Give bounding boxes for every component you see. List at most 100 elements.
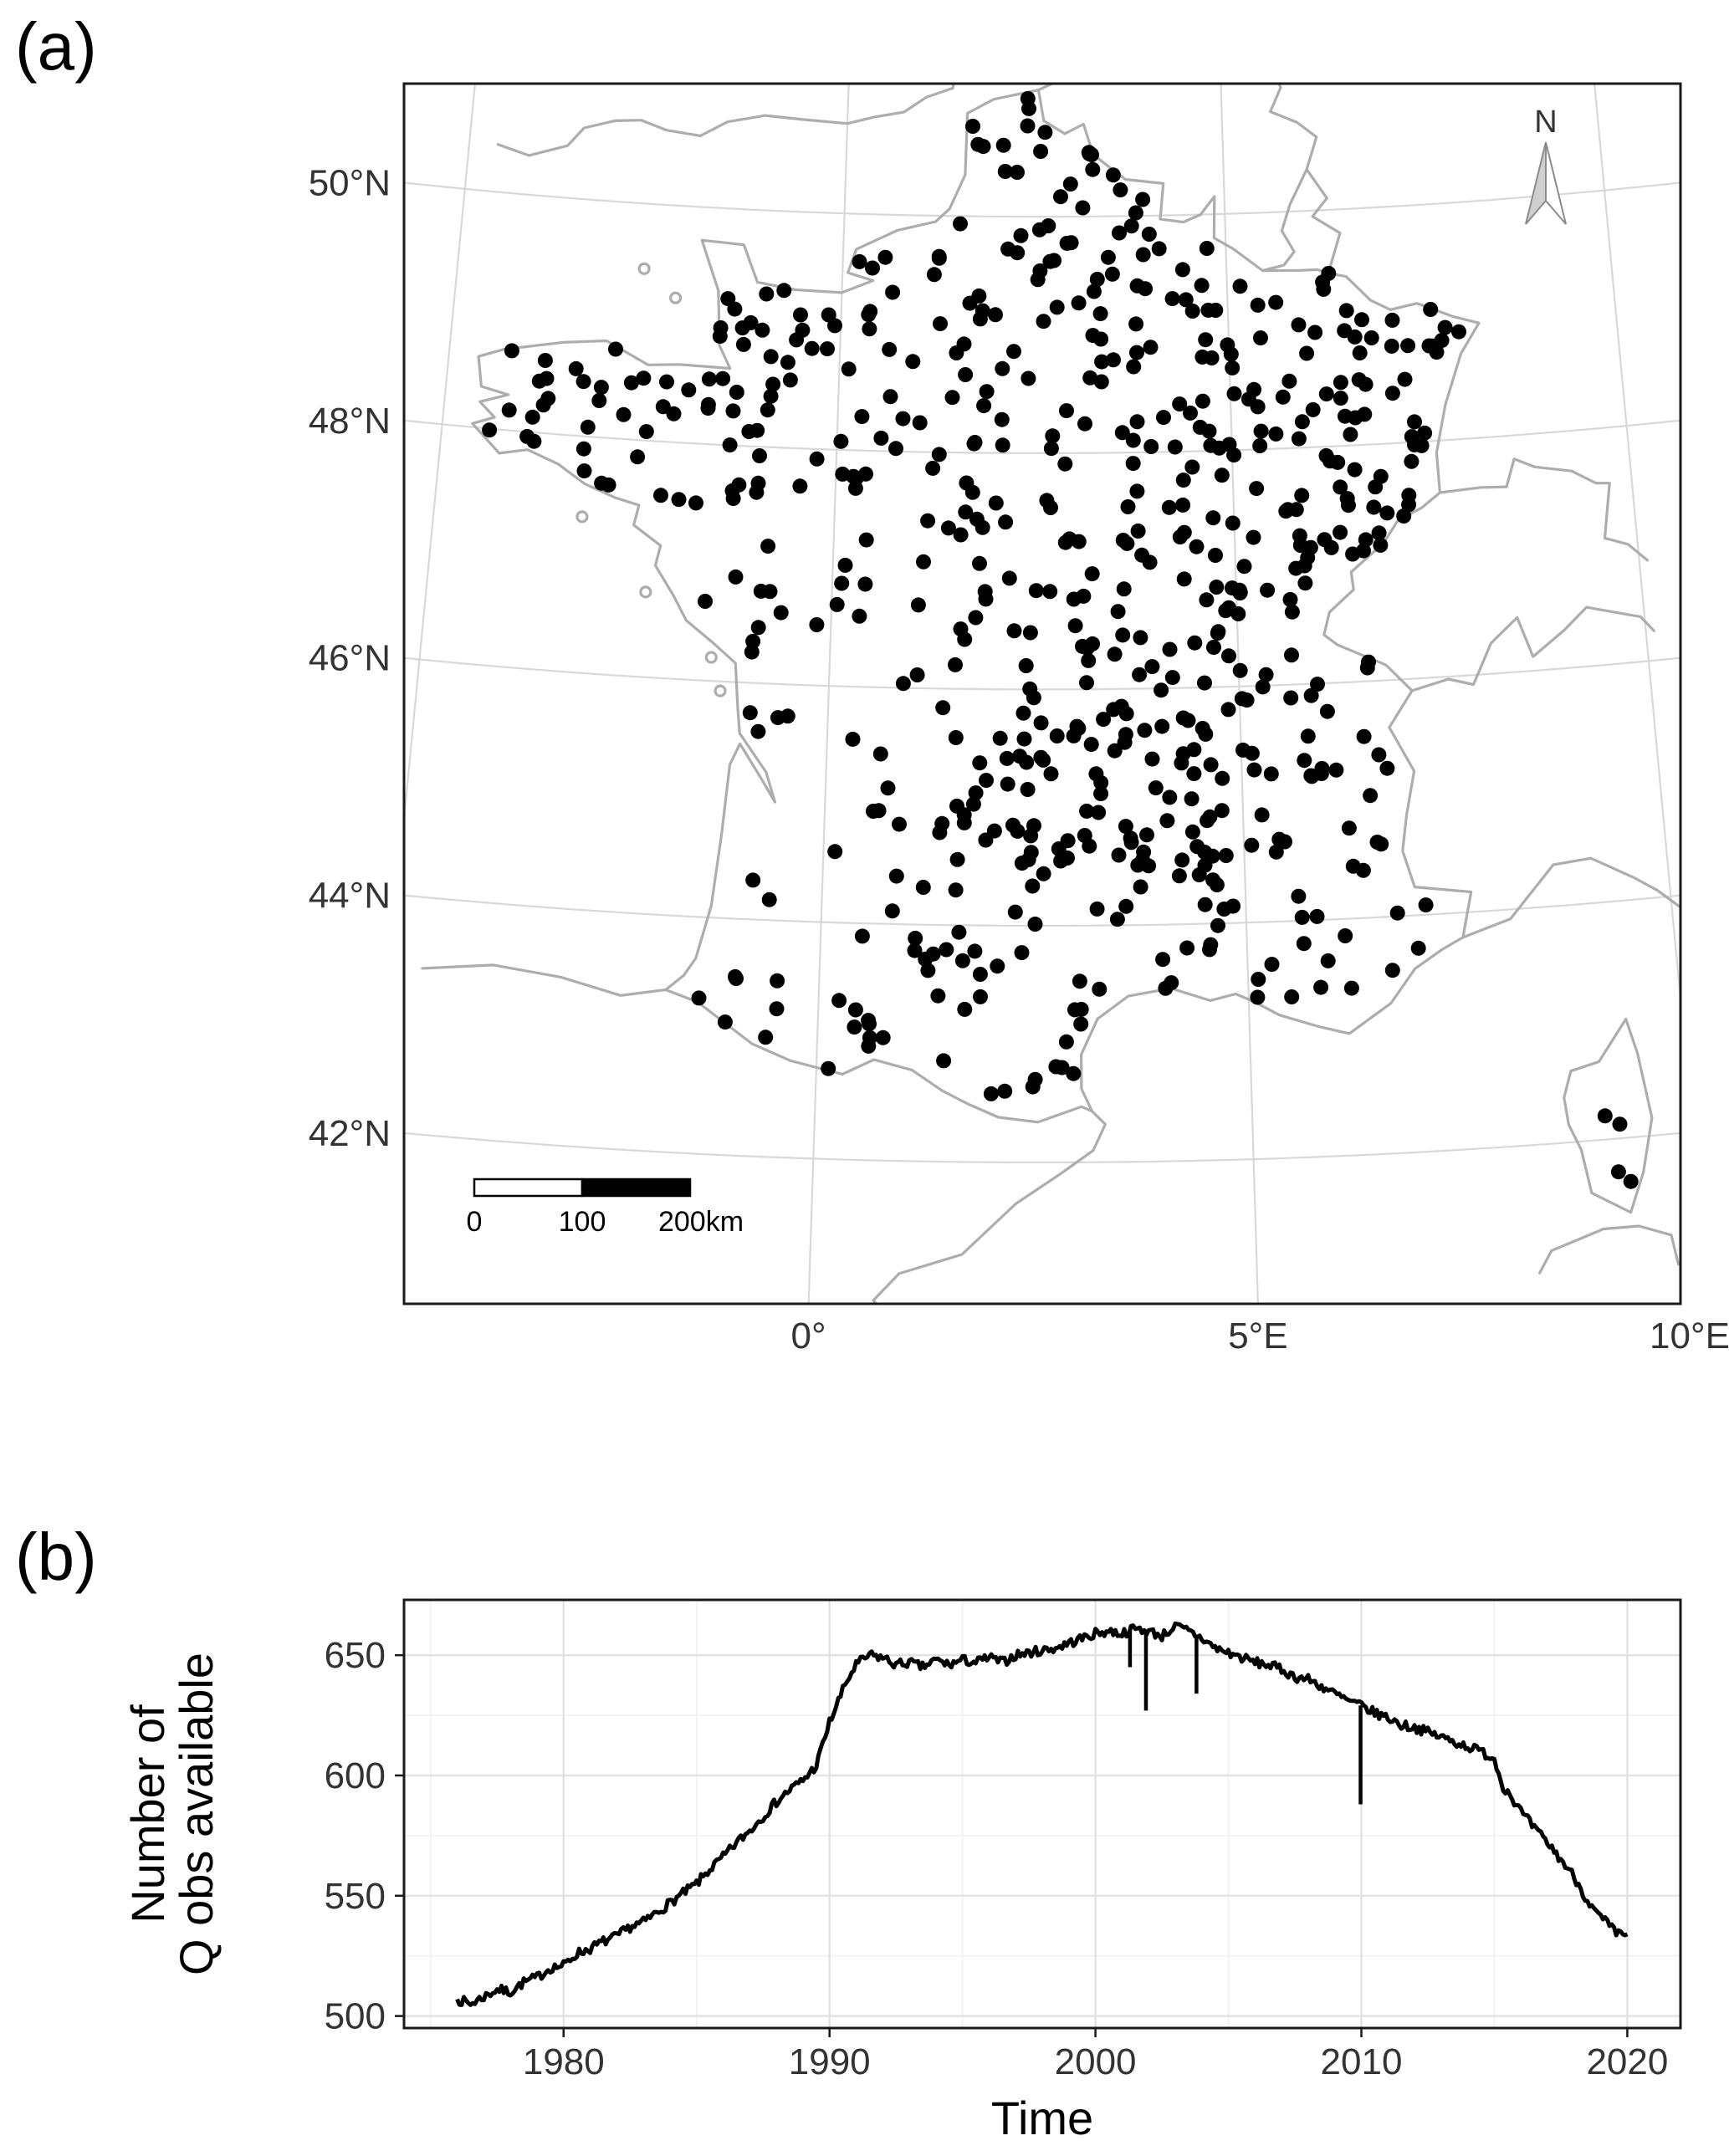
station-dot [935,700,951,716]
station-dot [1049,728,1065,743]
station-dot [1141,227,1157,242]
station-dot [725,403,741,419]
q-obs-line [455,1621,1629,2007]
station-dot [1110,604,1126,620]
station-dot [720,291,736,307]
station-dot [750,620,766,636]
scalebar-label-100: 100 [559,1206,606,1238]
station-dot [1361,654,1376,670]
station-dot [833,433,849,449]
map-axis-labels: 50°N 48°N 46°N 44°N 42°N 0° 5°E 10°E [309,162,1729,1356]
station-dot [1343,427,1358,442]
station-dot [745,872,761,888]
station-dot [616,406,632,422]
station-dot [1209,877,1225,892]
station-dot [750,475,766,491]
scalebar: 0 100 200km [467,1178,744,1238]
outline-swiss_italy [1410,605,1655,692]
station-dot [1018,658,1034,673]
station-dot [681,382,697,398]
station-dot [1264,957,1280,973]
station-dot [1199,592,1215,608]
station-dot [776,283,792,299]
graticule-meridian [807,84,850,1304]
station-dot [1300,728,1316,744]
station-dot [735,336,751,352]
station-dot [1161,499,1177,515]
station-dot [717,1014,733,1030]
station-dot [1026,818,1041,834]
station-dot [765,376,781,392]
station-dot [835,466,851,482]
station-dot [1396,508,1412,524]
station-dot [1162,641,1178,657]
station-dot [1089,272,1105,287]
station-dot [1118,898,1134,914]
station-dot [1094,354,1110,370]
station-dot [1341,820,1357,836]
gridlines [404,1600,1680,2028]
station-dot [866,804,881,819]
station-dot [979,773,994,789]
station-dot [1313,979,1329,995]
station-dot [1092,306,1108,322]
station-dot [666,406,682,421]
y-tick-label: 650 [325,1635,386,1676]
station-dot [1067,618,1083,634]
station-dot [722,437,738,453]
station-dot [920,963,936,978]
station-dot [1023,845,1039,861]
y-tick-label: 550 [325,1876,386,1917]
station-dot [1294,488,1310,503]
station-dot [1133,630,1148,646]
island [639,585,652,599]
station-dot [760,402,775,418]
station-dot [847,1002,863,1018]
station-dot [1252,438,1268,453]
station-dot [841,361,857,377]
station-dot [880,780,896,796]
station-dot [1194,278,1210,294]
station-dot [780,355,795,370]
station-dot [1021,100,1036,116]
island [704,651,718,664]
station-dot [1373,537,1389,553]
station-dot [1417,425,1433,441]
station-dot [959,475,974,491]
outline-italy_coast [1461,856,1680,939]
station-dot [970,136,986,152]
station-dot [1198,332,1214,348]
station-dot [1194,721,1210,736]
station-dot [1284,989,1300,1004]
station-dot [1091,805,1107,820]
station-dot [936,1053,952,1069]
station-dot [763,349,779,365]
station-dot [1123,835,1139,851]
station-dot [1189,839,1205,855]
station-dot [1421,338,1437,354]
station-dot [1373,468,1389,484]
station-dot [1328,762,1344,778]
x-tick-label: 2010 [1321,2041,1403,2082]
station-dot [1194,393,1210,409]
station-dot [1400,338,1416,354]
station-dot [895,676,911,692]
station-dot [568,360,584,376]
station-dot [601,477,616,493]
station-dot [1612,1116,1628,1132]
station-dot [1104,266,1120,282]
station-dot [1280,502,1296,518]
station-dot [1086,284,1102,299]
station-dot [967,435,983,450]
station-dot [1172,396,1188,412]
station-dot [953,527,969,543]
outline-spain_north [421,963,668,997]
station-dot [1120,499,1136,514]
station-dot [1176,524,1192,540]
station-dot [1232,585,1248,600]
station-dot [1316,281,1332,297]
station-dot [1130,524,1146,539]
stations [482,90,1639,1189]
station-dot [895,411,911,427]
station-dot [1379,760,1395,776]
